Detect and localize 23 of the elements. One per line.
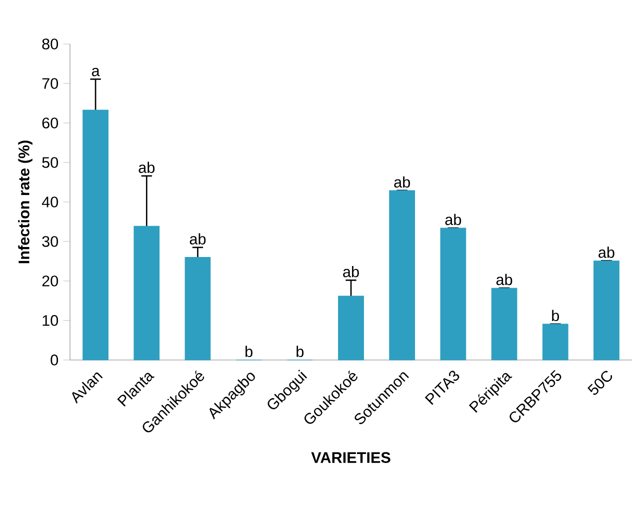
annotation: ab (496, 274, 512, 286)
annotation: ab (598, 246, 614, 258)
y-tick-label: 20 (42, 276, 58, 286)
annotation: b (246, 346, 252, 358)
annotation: a (92, 68, 100, 76)
y-tick-label: 40 (42, 196, 58, 208)
y-tick-label: 0 (50, 354, 58, 366)
y-tick-label: 70 (42, 78, 58, 89)
x-axis-title: VARIETIES (311, 452, 390, 463)
y-tick-label: 60 (42, 118, 58, 128)
annotation: ab (343, 266, 359, 278)
annotation: ab (445, 214, 462, 226)
annotation: b (296, 346, 304, 358)
annotation: b (552, 310, 559, 322)
y-tick-label: 10 (42, 315, 58, 326)
y-tick-label: 30 (42, 236, 58, 247)
annotation: ab (138, 162, 155, 173)
annotation: ab (190, 233, 206, 244)
y-tick-label: 50 (42, 157, 58, 168)
y-axis-title: Infection rate (%) (18, 140, 32, 264)
y-tick-label: 80 (42, 38, 58, 50)
annotation: ab (394, 176, 410, 188)
x-tick-label: 50C (588, 370, 612, 395)
